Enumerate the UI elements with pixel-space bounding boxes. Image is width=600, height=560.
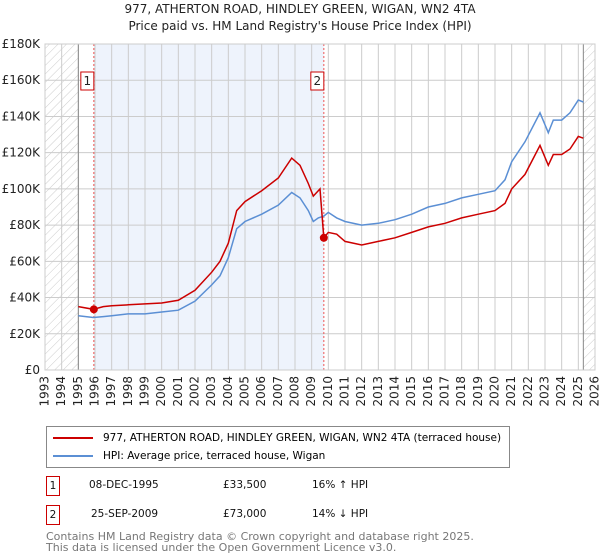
sale-label: 2 <box>314 74 322 88</box>
chart-title: 977, ATHERTON ROAD, HINDLEY GREEN, WIGAN… <box>124 2 476 16</box>
sale-point <box>89 305 98 314</box>
chart-subtitle: Price paid vs. HM Land Registry's House … <box>128 19 472 33</box>
plot-border <box>44 43 596 371</box>
sale-row: 2 25-SEP-2009 £73,000 14% ↓ HPI <box>46 505 466 525</box>
x-tick-label: 2009 <box>304 376 318 407</box>
y-tick-label: £20K <box>9 327 41 341</box>
legend-item-hpi: HPI: Average price, terraced house, Wiga… <box>47 448 325 464</box>
y-tick-label: £180K <box>2 37 42 51</box>
sale-row: 1 08-DEC-1995 £33,500 16% ↑ HPI <box>46 476 466 496</box>
x-tick-label: 2013 <box>371 376 385 407</box>
hatched-region <box>583 44 595 370</box>
x-tick-label: 2025 <box>571 376 585 407</box>
sale-price: £33,500 <box>223 479 267 491</box>
x-tick-label: 2007 <box>271 376 285 407</box>
x-tick-label: 2006 <box>254 376 268 407</box>
x-tick-label: 2000 <box>154 376 168 407</box>
ownership-shade <box>93 44 324 370</box>
x-tick-label: 2015 <box>404 376 418 407</box>
sale-date: 25-SEP-2009 <box>91 508 159 520</box>
sale-hpi-diff: 16% ↑ HPI <box>312 479 369 491</box>
legend-item-property: 977, ATHERTON ROAD, HINDLEY GREEN, WIGAN… <box>47 430 501 446</box>
x-tick-label: 1997 <box>104 376 118 407</box>
y-tick-label: £80K <box>9 218 41 232</box>
legend-swatch-red <box>53 437 93 439</box>
x-tick-label: 1993 <box>38 376 52 407</box>
y-tick-label: £0 <box>25 363 40 377</box>
y-tick-label: £100K <box>2 182 42 196</box>
x-tick-label: 2010 <box>321 376 335 407</box>
footer-copyright: Contains HM Land Registry data © Crown c… <box>46 530 474 543</box>
footer: Contains HM Land Registry data © Crown c… <box>46 531 474 553</box>
x-tick-label: 2016 <box>421 376 435 407</box>
x-tick-label: 2024 <box>554 376 568 407</box>
x-tick-label: 1995 <box>71 376 85 407</box>
x-tick-label: 2005 <box>238 376 252 407</box>
x-tick-label: 1996 <box>88 376 102 407</box>
sale-price: £73,000 <box>223 508 267 520</box>
x-tick-label: 2017 <box>438 376 452 407</box>
y-tick-label: £140K <box>2 109 42 123</box>
footer-licence: This data is licensed under the Open Gov… <box>46 541 397 554</box>
x-tick-label: 2004 <box>221 376 235 407</box>
sale-point <box>319 233 328 242</box>
x-tick-label: 2001 <box>171 376 185 407</box>
x-tick-label: 2002 <box>188 376 202 407</box>
x-tick-label: 2020 <box>488 376 502 407</box>
sale-badge: 1 <box>46 476 60 496</box>
x-tick-label: 2018 <box>454 376 468 407</box>
hpi-line <box>78 99 584 319</box>
x-tick-label: 2021 <box>504 376 518 407</box>
y-tick-label: £40K <box>9 291 41 305</box>
x-tick-label: 2019 <box>471 376 485 407</box>
x-tick-label: 2026 <box>588 376 600 407</box>
y-tick-label: £160K <box>2 73 42 87</box>
legend-swatch-blue <box>53 455 93 457</box>
sale-date: 08-DEC-1995 <box>89 479 159 491</box>
x-tick-label: 2008 <box>288 376 302 407</box>
x-tick-label: 2014 <box>388 376 402 407</box>
x-tick-label: 1998 <box>121 376 135 407</box>
y-tick-label: £60K <box>9 254 41 268</box>
sale-label: 1 <box>84 74 92 88</box>
x-tick-label: 1999 <box>138 376 152 407</box>
legend-label-property: 977, ATHERTON ROAD, HINDLEY GREEN, WIGAN… <box>103 432 502 444</box>
sale-label-box <box>310 71 325 91</box>
x-tick-label: 2023 <box>538 376 552 407</box>
x-tick-label: 2011 <box>338 376 352 407</box>
legend-label-hpi: HPI: Average price, terraced house, Wiga… <box>103 450 326 462</box>
sale-label-box <box>80 71 95 91</box>
x-tick-label: 2012 <box>354 376 368 407</box>
y-tick-label: £120K <box>2 146 42 160</box>
sale-hpi-diff: 14% ↓ HPI <box>312 508 369 520</box>
sale-badge: 2 <box>46 505 60 525</box>
x-tick-label: 1994 <box>54 376 68 407</box>
x-tick-label: 2003 <box>204 376 218 407</box>
x-tick-label: 2022 <box>521 376 535 407</box>
legend: 977, ATHERTON ROAD, HINDLEY GREEN, WIGAN… <box>46 426 510 468</box>
